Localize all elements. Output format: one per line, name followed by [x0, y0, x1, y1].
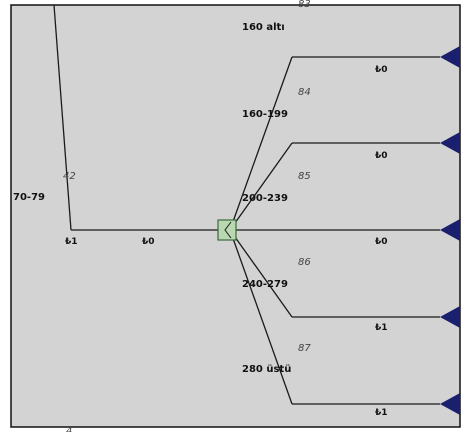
- branch-payoff-3: ₺1: [375, 323, 388, 333]
- incoming-cumulative: ₺0: [142, 237, 155, 247]
- branch-payoff-1: ₺0: [375, 151, 388, 161]
- branch-payoff-2: ₺0: [375, 237, 388, 247]
- branch-number-4: 87: [298, 343, 311, 354]
- bottom-partial-number: 4: [66, 426, 72, 432]
- incoming-branch-number: 42: [63, 171, 76, 182]
- branch-number-3: 86: [298, 257, 311, 268]
- branch-number-0: 84: [298, 87, 311, 98]
- branch-label-3: 240-279: [242, 279, 288, 290]
- branch-payoff-4: ₺1: [375, 408, 388, 418]
- top-partial-number: 83: [298, 0, 311, 10]
- branch-label-1: 200-239: [242, 193, 288, 204]
- top-partial-label: 160 altı: [242, 22, 285, 33]
- branch-label-0: 160-199: [242, 109, 288, 120]
- branch-number-1: 85: [298, 171, 311, 182]
- incoming-payoff: ₺1: [65, 237, 78, 247]
- branch-payoff-0: ₺0: [375, 65, 388, 75]
- branch-label-4: 280 üstü: [242, 364, 291, 375]
- incoming-branch-label: 70-79: [13, 192, 45, 203]
- chance-node-icon[interactable]: [218, 220, 236, 240]
